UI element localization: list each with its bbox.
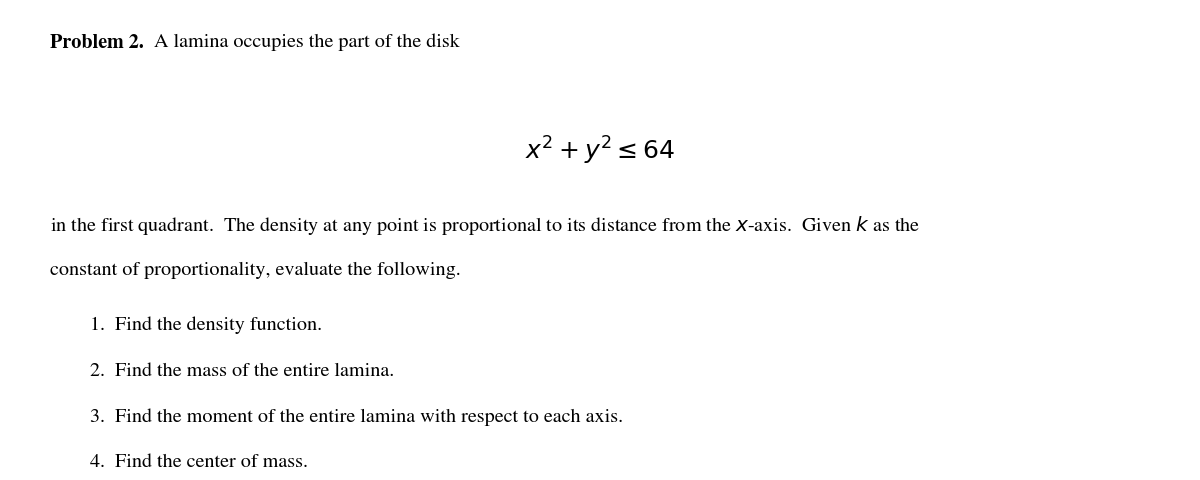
Text: 4.  Find the center of mass.: 4. Find the center of mass. <box>90 454 308 471</box>
Text: in the first quadrant.  The density at any point is proportional to its distance: in the first quadrant. The density at an… <box>50 214 920 237</box>
Text: 2.  Find the mass of the entire lamina.: 2. Find the mass of the entire lamina. <box>90 362 395 380</box>
Text: 1.  Find the density function.: 1. Find the density function. <box>90 317 322 335</box>
Text: A lamina occupies the part of the disk: A lamina occupies the part of the disk <box>144 34 460 51</box>
Text: constant of proportionality, evaluate the following.: constant of proportionality, evaluate th… <box>50 262 461 279</box>
Text: Problem 2.: Problem 2. <box>50 34 144 51</box>
Text: $x^2 + y^2 \leq 64$: $x^2 + y^2 \leq 64$ <box>524 134 676 167</box>
Text: 3.  Find the moment of the entire lamina with respect to each axis.: 3. Find the moment of the entire lamina … <box>90 408 623 426</box>
